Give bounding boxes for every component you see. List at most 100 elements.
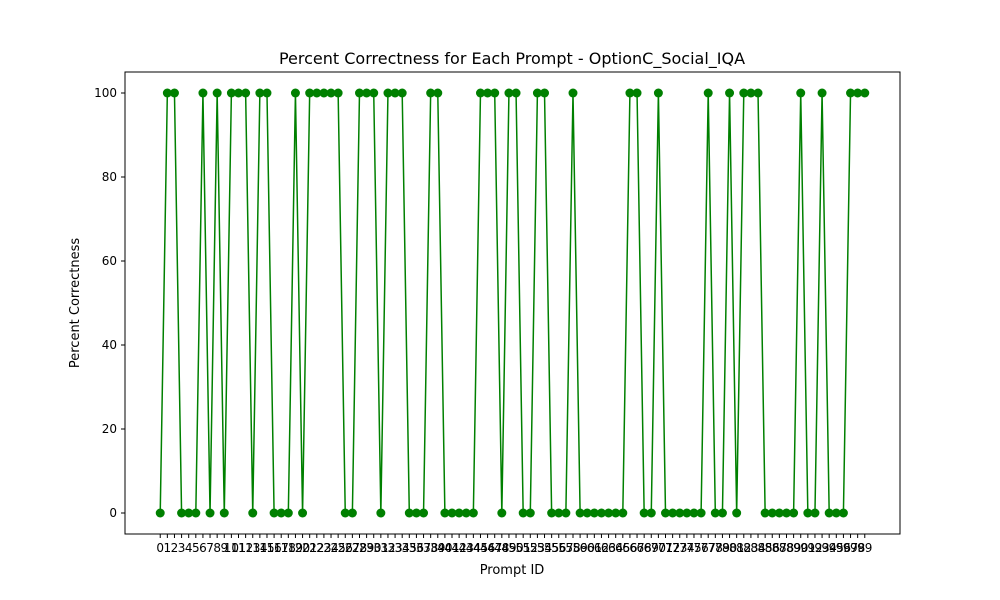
- x-tick-label: 21: [302, 541, 317, 555]
- x-tick-label: 53: [530, 541, 545, 555]
- x-tick-label: 12: [238, 541, 253, 555]
- data-point: [760, 508, 770, 518]
- x-tick-label: 63: [601, 541, 616, 555]
- data-point: [525, 508, 535, 518]
- x-tick-label: 71: [658, 541, 673, 555]
- x-tick-label: 61: [587, 541, 602, 555]
- data-point: [169, 88, 179, 98]
- y-tick-label: 0: [109, 506, 117, 520]
- data-point: [646, 508, 656, 518]
- x-tick-label: 8: [213, 541, 221, 555]
- data-point: [532, 88, 542, 98]
- data-point: [454, 508, 464, 518]
- x-tick-label: 93: [814, 541, 829, 555]
- data-point: [177, 508, 187, 518]
- x-tick-label: 39: [430, 541, 445, 555]
- data-point: [838, 508, 848, 518]
- x-tick-label: 66: [622, 541, 637, 555]
- x-tick-label: 5: [192, 541, 200, 555]
- x-tick-label: 82: [736, 541, 751, 555]
- data-point: [426, 88, 436, 98]
- data-point: [767, 508, 777, 518]
- x-axis: 0 1 2 3 4 5 6 7 8 9101112131415161718192021222324…: [156, 534, 872, 555]
- series-points: [155, 88, 870, 518]
- data-point: [397, 88, 407, 98]
- x-tick-label: 40: [437, 541, 452, 555]
- x-tick-label: 28: [352, 541, 367, 555]
- data-point: [682, 508, 692, 518]
- x-tick-label: 92: [807, 541, 822, 555]
- x-tick-label: 6: [199, 541, 207, 555]
- x-tick-label: 16: [266, 541, 281, 555]
- x-tick-label: 7: [206, 541, 214, 555]
- x-tick-label: 87: [772, 541, 787, 555]
- x-tick-label: 62: [594, 541, 609, 555]
- x-tick-label: 1: [164, 541, 172, 555]
- x-tick-label: 31: [373, 541, 388, 555]
- data-point: [326, 88, 336, 98]
- data-point: [846, 88, 856, 98]
- data-point: [575, 508, 585, 518]
- x-tick-label: 54: [537, 541, 552, 555]
- data-point: [675, 508, 685, 518]
- x-tick-label: 19: [288, 541, 303, 555]
- data-point: [333, 88, 343, 98]
- data-point: [234, 88, 244, 98]
- x-tick-label: 90: [793, 541, 808, 555]
- data-point: [198, 88, 208, 98]
- data-point: [468, 508, 478, 518]
- x-tick-label: 83: [743, 541, 758, 555]
- x-tick-label: 4: [185, 541, 193, 555]
- data-point: [483, 88, 493, 98]
- y-tick-label: 40: [102, 338, 117, 352]
- x-tick-label: 77: [701, 541, 716, 555]
- data-point: [262, 88, 272, 98]
- x-tick-label: 0: [156, 541, 164, 555]
- x-tick-label: 23: [316, 541, 331, 555]
- x-tick-label: 3: [178, 541, 186, 555]
- x-tick-label: 17: [274, 541, 289, 555]
- data-point: [860, 88, 870, 98]
- x-tick-label: 69: [644, 541, 659, 555]
- data-point: [803, 508, 813, 518]
- data-point: [596, 508, 606, 518]
- x-tick-label: 33: [387, 541, 402, 555]
- x-tick-label: 98: [850, 541, 865, 555]
- x-tick-label: 97: [843, 541, 858, 555]
- x-tick-label: 20: [295, 541, 310, 555]
- x-tick-label: 46: [480, 541, 495, 555]
- data-point: [475, 88, 485, 98]
- data-point: [632, 88, 642, 98]
- data-point: [362, 88, 372, 98]
- data-point: [540, 88, 550, 98]
- data-point: [661, 508, 671, 518]
- data-point: [255, 88, 265, 98]
- data-point: [547, 508, 557, 518]
- x-tick-label: 41: [444, 541, 459, 555]
- x-tick-label: 80: [722, 541, 737, 555]
- x-tick-label: 73: [672, 541, 687, 555]
- x-tick-label: 35: [402, 541, 417, 555]
- x-axis-label: Prompt ID: [480, 563, 545, 578]
- x-tick-label: 65: [615, 541, 630, 555]
- data-point: [212, 88, 222, 98]
- x-tick-label: 22: [309, 541, 324, 555]
- data-point: [582, 508, 592, 518]
- data-point: [668, 508, 678, 518]
- data-point: [283, 508, 293, 518]
- data-point: [376, 508, 386, 518]
- x-tick-label: 24: [323, 541, 338, 555]
- data-point: [390, 88, 400, 98]
- x-tick-label: 79: [715, 541, 730, 555]
- y-tick-label: 80: [102, 170, 117, 184]
- x-tick-label: 49: [501, 541, 516, 555]
- data-point: [497, 508, 507, 518]
- x-tick-label: 44: [466, 541, 481, 555]
- data-point: [554, 508, 564, 518]
- x-tick-label: 36: [409, 541, 424, 555]
- data-point: [369, 88, 379, 98]
- data-point: [312, 88, 322, 98]
- data-point: [248, 508, 258, 518]
- data-point: [518, 508, 528, 518]
- x-tick-label: 75: [686, 541, 701, 555]
